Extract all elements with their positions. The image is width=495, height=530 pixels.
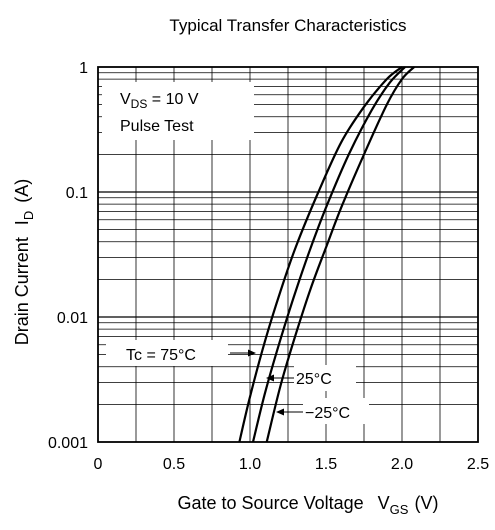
plot-frame [97,66,479,443]
x-tick-label: 0 [94,456,103,473]
y-axis-label: Drain CurrentID(A) [12,179,36,345]
condition-pulse: Pulse Test [120,118,194,135]
x-tick-label: 1.5 [315,456,337,473]
x-tick-label: 1.0 [239,456,261,473]
label-m25: −25°C [305,405,350,422]
chart-title: Typical Transfer Characteristics [169,16,406,35]
label-25: 25°C [296,371,332,388]
series-line-0 [238,66,403,443]
series-label-m25: −25°C [276,398,369,424]
series-lines [238,66,415,443]
y-tick-label: 1 [79,60,88,77]
series-line-1 [251,66,406,443]
series-label-25: 25°C [266,365,356,391]
y-tick-label: 0.001 [48,435,88,452]
x-tick-labels: 0 0.5 1.0 1.5 2.0 2.5 [94,456,490,473]
y-tick-label: 0.1 [66,185,88,202]
x-tick-label: 2.5 [467,456,489,473]
label-tc75: Tc = 75°C [126,347,196,364]
y-tick-label: 0.01 [57,310,88,327]
x-tick-label: 0.5 [163,456,185,473]
x-tick-label: 2.0 [391,456,413,473]
condition-vds: VDS = 10 V [120,91,199,111]
grid [98,67,478,442]
series-line-2 [265,66,415,443]
series-label-tc75: Tc = 75°C [106,340,256,366]
conditions-box: VDS = 10 V Pulse Test [102,82,254,140]
y-tick-labels: 0.001 0.01 0.1 1 [48,60,88,452]
x-axis-label: Gate to Source Voltage VGS (V) [178,493,439,517]
